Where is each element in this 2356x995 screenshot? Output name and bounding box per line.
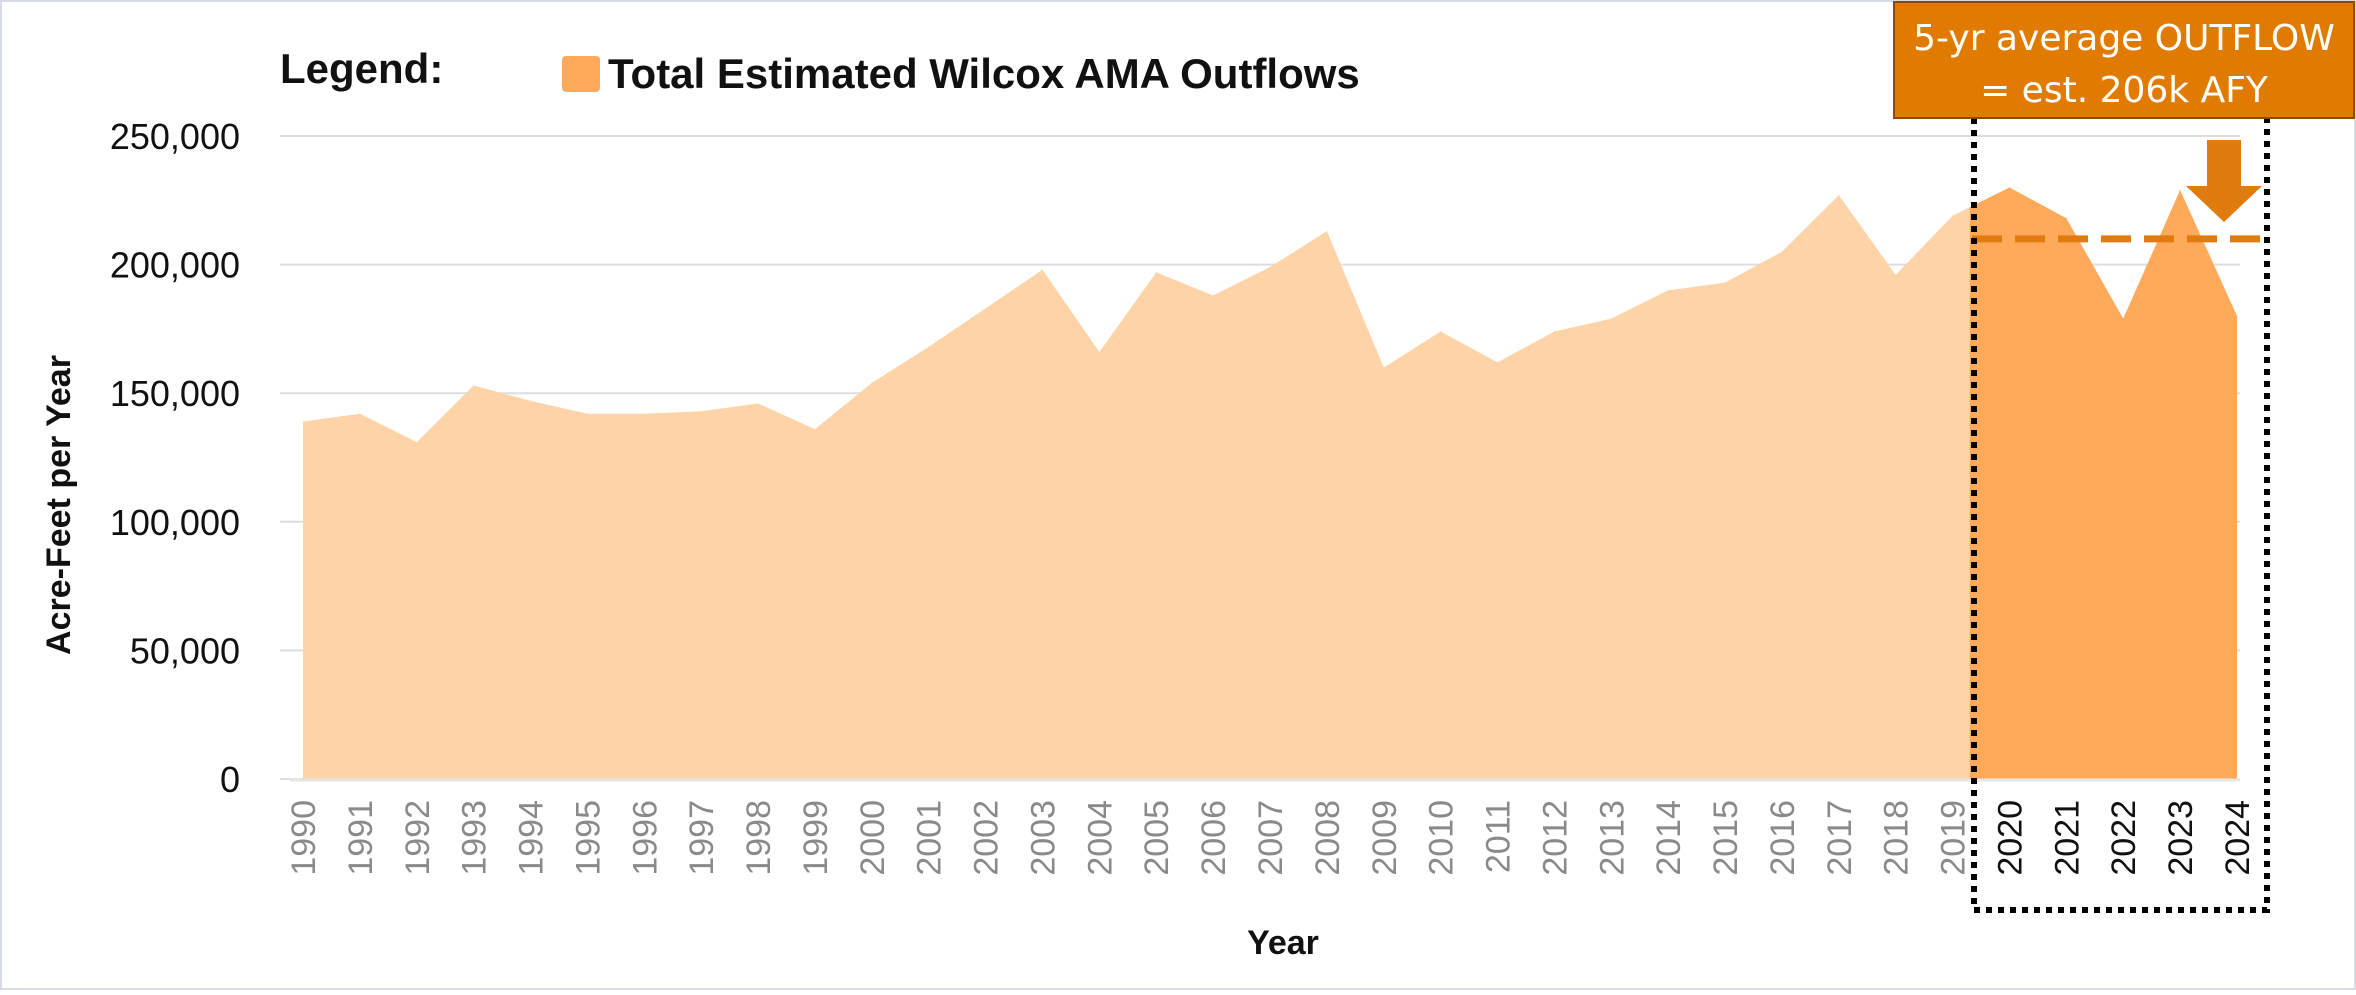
x-tick-label: 1994 [513,800,551,876]
x-tick-label: 1993 [456,800,494,876]
y-tick-label: 250,000 [110,116,240,157]
x-tick-label: 1995 [569,800,607,876]
x-tick-label: 2004 [1081,800,1119,876]
x-tick-label: 1999 [797,800,835,876]
x-tick-label: 2023 [2162,800,2200,876]
x-tick-label: 2009 [1366,800,1404,876]
x-tick-label: 2018 [1878,800,1916,876]
data-point-2021 [2065,217,2067,219]
area-faded [303,195,1970,779]
x-tick-label: 2024 [2219,800,2257,876]
data-point-1997 [700,410,702,412]
x-tick-label: 2019 [1935,800,1973,876]
data-point-2023 [2179,189,2181,191]
callout-box [1893,1,2355,119]
data-point-1995 [586,413,588,415]
data-point-2010 [1440,330,1442,332]
x-tick-label: 2010 [1423,800,1461,876]
data-point-1999 [814,428,816,430]
data-point-2007 [1269,266,1271,268]
x-tick-label: 2021 [2048,800,2086,876]
y-tick-label: 150,000 [110,373,240,414]
x-tick-label: 2015 [1707,800,1745,876]
data-point-2005 [1155,271,1157,273]
data-point-2009 [1383,366,1385,368]
data-point-1994 [530,400,532,402]
x-tick-label: 1998 [740,800,778,876]
y-axis-ticks: 0 50,000 100,000 150,000 200,000 250,000 [110,116,240,800]
data-point-2013 [1610,318,1612,320]
data-point-2004 [1098,351,1100,353]
data-point-2012 [1553,330,1555,332]
y-axis-title: Acre-Feet per Year [40,355,78,655]
x-tick-label: 2016 [1764,800,1802,876]
data-point-2018 [1895,274,1897,276]
legend-entry: Total Estimated Wilcox AMA Outflows [608,50,1360,97]
x-tick-label: 1996 [626,800,664,876]
y-tick-label: 200,000 [110,245,240,286]
x-tick-label: 2000 [854,800,892,876]
data-point-2000 [871,382,873,384]
data-point-2008 [1326,230,1328,232]
data-point-2022 [2122,318,2124,320]
x-tick-label: 2013 [1593,800,1631,876]
legend-title: Legend: [280,45,443,92]
x-axis-title: Year [1247,924,1319,962]
data-point-2015 [1724,282,1726,284]
y-tick-label: 50,000 [130,630,240,671]
data-point-2019 [1952,215,1954,217]
y-tick-label: 0 [220,759,240,800]
data-point-1991 [359,413,361,415]
x-tick-label: 2012 [1536,800,1574,876]
x-tick-label: 1992 [399,800,437,876]
down-arrow-icon [2186,140,2262,222]
x-tick-label: 2020 [1991,800,2029,876]
x-tick-label: 2022 [2105,800,2143,876]
area-series [290,186,2240,782]
data-point-1998 [757,402,759,404]
x-tick-label: 1991 [342,800,380,876]
x-tick-label: 2008 [1309,800,1347,876]
callout: 5-yr average OUTFLOW = est. 206k AFY [1893,1,2355,119]
x-tick-label: 2017 [1821,800,1859,876]
x-tick-label: 2005 [1138,800,1176,876]
y-tick-label: 100,000 [110,502,240,543]
x-tick-label: 2014 [1650,800,1688,876]
data-point-2020 [2008,186,2010,188]
area-highlight [1969,187,2237,779]
data-point-2017 [1838,194,1840,196]
x-tick-label: 1990 [285,800,323,876]
data-point-2014 [1667,289,1669,291]
data-point-2016 [1781,251,1783,253]
callout-line-2: = est. 206k AFY [1980,70,2269,111]
legend: Legend: Total Estimated Wilcox AMA Outfl… [280,45,1360,97]
data-point-2001 [928,346,930,348]
x-tick-label: 2002 [968,800,1006,876]
legend-swatch [562,56,600,92]
data-point-2011 [1497,361,1499,363]
data-point-2006 [1212,294,1214,296]
data-point-2024 [2236,315,2238,317]
data-point-1996 [643,413,645,415]
callout-line-1: 5-yr average OUTFLOW [1913,18,2335,59]
x-tick-label: 1997 [683,800,721,876]
x-axis-ticks: 1990 1991 1992 1993 1994 1995 1996 1997 1998 1999… [285,800,2257,876]
x-tick-label: 2011 [1480,800,1518,873]
x-tick-label: 2006 [1195,800,1233,876]
data-point-2002 [985,307,987,309]
data-point-1990 [302,420,304,422]
x-tick-label: 2003 [1024,800,1062,876]
x-tick-label: 2007 [1252,800,1290,876]
x-tick-label: 2001 [911,800,949,876]
data-point-1993 [473,384,475,386]
data-point-2003 [1041,269,1043,271]
data-point-1992 [416,441,418,443]
